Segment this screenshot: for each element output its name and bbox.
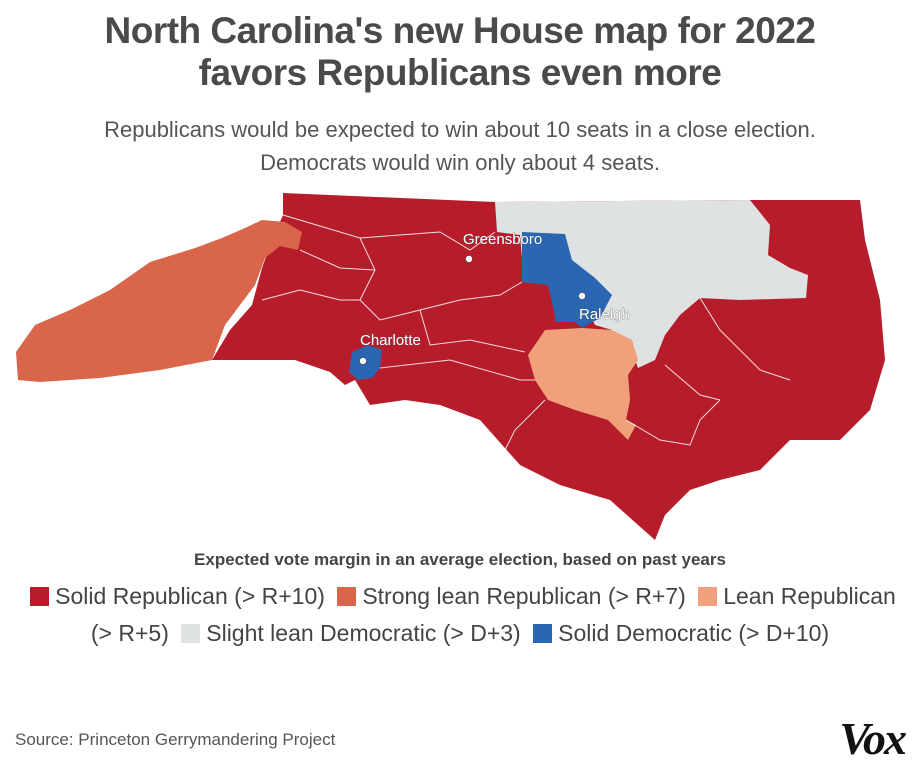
legend-item-strong-lean-republican: Strong lean Republican (> R+7) [331, 583, 686, 609]
charlotte-label: Charlotte [360, 332, 421, 349]
swatch-lean-republican [698, 587, 718, 606]
swatch-strong-lean-republican [337, 587, 357, 606]
greensboro-marker [465, 255, 473, 263]
swatch-solid-democratic [533, 624, 553, 643]
district-lean-republican [528, 328, 638, 440]
legend-title: Expected vote margin in an average elect… [194, 550, 726, 569]
swatch-solid-republican [30, 587, 50, 606]
legend-label-strong-lean-republican: Strong lean Republican (> R+7) [362, 583, 686, 609]
raleigh-marker [578, 292, 586, 300]
chart-title: North Carolina's new House map for 2022 … [0, 10, 920, 94]
vox-logo: Vox [839, 713, 907, 764]
greensboro-label: Greensboro [463, 231, 542, 248]
district-slight-lean-democratic [495, 200, 808, 368]
subtitle-line-2: Democrats would win only about 4 seats. [260, 150, 660, 175]
subtitle-line-1: Republicans would be expected to win abo… [104, 117, 816, 142]
legend-label-solid-republican: Solid Republican (> R+10) [55, 583, 325, 609]
district-map: Greensboro Raleigh Charlotte [0, 185, 920, 545]
swatch-slight-lean-democratic [181, 624, 201, 643]
legend-label-slight-lean-democratic: Slight lean Democratic (> D+3) [206, 620, 521, 646]
subtitle: Republicans would be expected to win abo… [0, 113, 920, 179]
title-line-1: North Carolina's new House map for 2022 [104, 10, 816, 51]
district-solid-democratic-raleigh [522, 232, 612, 328]
legend: Solid Republican (> R+10) Strong lean Re… [14, 578, 906, 652]
raleigh-label: Raleigh [579, 306, 630, 323]
legend-item-slight-lean-democratic: Slight lean Democratic (> D+3) [175, 620, 521, 646]
legend-item-solid-republican: Solid Republican (> R+10) [24, 583, 325, 609]
legend-label-solid-democratic: Solid Democratic (> D+10) [558, 620, 830, 646]
district-boundaries [261, 214, 791, 461]
north-carolina-map-svg: Greensboro Raleigh Charlotte [16, 193, 885, 540]
legend-label-lean-republican: Lean Republican (> R+5) [90, 583, 896, 646]
legend-item-solid-democratic: Solid Democratic (> D+10) [527, 620, 829, 646]
source-note: Source: Princeton Gerrymandering Project [15, 730, 336, 749]
district-strong-lean-republican [16, 220, 302, 382]
title-line-2: favors Republicans even more [198, 52, 722, 93]
legend-item-lean-republican: Lean Republican (> R+5) [91, 583, 896, 646]
charlotte-marker [359, 357, 367, 365]
